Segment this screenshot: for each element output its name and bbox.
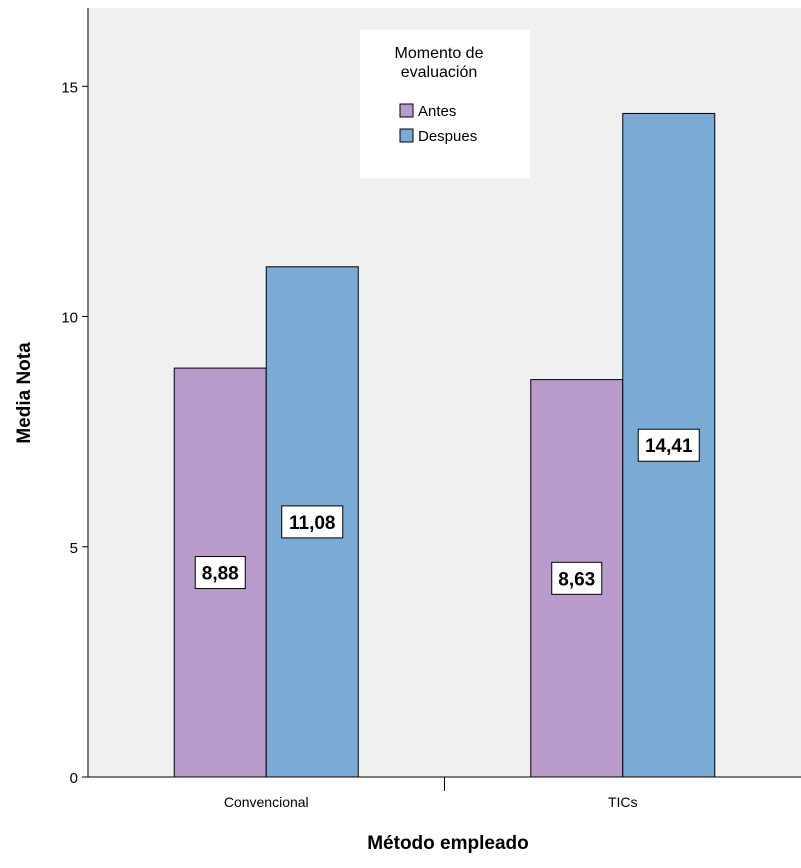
legend: Momento de evaluación Antes Despues [360, 30, 530, 178]
y-tick-label: 5 [70, 540, 78, 557]
y-axis: 0 5 10 15 [61, 79, 88, 787]
legend-title-line1: Momento de [395, 45, 484, 62]
x-tick-label: Convencional [224, 794, 309, 810]
x-axis-title: Método empleado [367, 833, 529, 854]
x-axis: Convencional TICs [224, 777, 638, 810]
legend-box [360, 30, 530, 178]
data-label: 11,08 [289, 513, 336, 534]
y-tick-label: 10 [61, 310, 78, 327]
y-tick-label: 0 [70, 770, 78, 787]
y-axis-title: Media Nota [14, 342, 35, 444]
legend-title-line2: evaluación [401, 64, 478, 81]
data-labels: 8,88 11,08 8,63 14,41 [194, 428, 700, 595]
data-label-box [551, 561, 603, 595]
data-label: 8,88 [202, 564, 239, 585]
x-tick-label: TICs [608, 794, 638, 810]
data-label-box [637, 428, 700, 462]
legend-label-despues: Despues [418, 128, 477, 145]
data-label-box [281, 505, 344, 539]
data-label-box [194, 556, 246, 590]
legend-swatch-despues [399, 128, 414, 143]
data-label: 8,63 [558, 569, 595, 590]
y-tick-label: 15 [61, 79, 78, 96]
legend-swatch-antes [399, 103, 414, 118]
data-label: 14,41 [645, 436, 693, 457]
legend-label-antes: Antes [418, 103, 456, 120]
